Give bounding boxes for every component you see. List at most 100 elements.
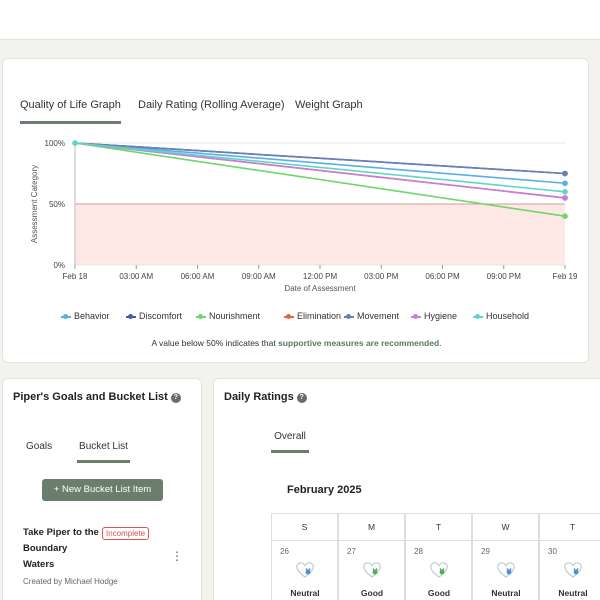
bucket-item-title[interactable]: Take Piper to the Boundary Waters — [23, 527, 99, 570]
tab-bucket-list[interactable]: Bucket List — [77, 441, 130, 463]
threshold-note: A value below 50% indicates that support… — [3, 338, 590, 348]
legend-item-movement[interactable]: Movement — [344, 311, 399, 321]
day-number: 26 — [280, 547, 289, 556]
legend-item-household[interactable]: Household — [473, 311, 529, 321]
goals-bucket-list-card: Piper's Goals and Bucket List? Goals Buc… — [2, 378, 202, 600]
bucket-item-creator: Created by Michael Hodge — [23, 577, 118, 586]
legend-label: Nourishment — [209, 311, 261, 321]
legend-swatch — [61, 313, 71, 319]
graph-tabs: Quality of Life Graph Daily Rating (Roll… — [3, 99, 403, 129]
calendar-day[interactable]: 29 Neutral — [472, 540, 539, 600]
day-number: 27 — [347, 547, 356, 556]
weekday-header: M — [338, 513, 405, 541]
x-tick-label: Feb 19 — [553, 272, 578, 281]
x-tick-label: 03:00 AM — [119, 272, 153, 281]
note-text: A value below 50% indicates that — [151, 338, 279, 348]
series-line-nourishment — [74, 142, 566, 217]
heart-paw-icon — [430, 562, 448, 583]
series-point-hygiene — [562, 195, 568, 201]
x-tick-label: 09:00 PM — [487, 272, 522, 281]
calendar-day[interactable]: 27 Good — [338, 540, 405, 600]
daily-ratings-title-text: Daily Ratings — [224, 391, 294, 403]
x-tick-label: 06:00 AM — [181, 272, 215, 281]
series-point-movement — [562, 170, 568, 177]
series-line-hygiene — [74, 142, 566, 199]
more-options-icon[interactable]: ⋮ — [171, 549, 183, 563]
heart-paw-icon — [564, 562, 582, 583]
rating-label: Good — [360, 588, 384, 598]
tab-daily-rating-rolling-average[interactable]: Daily Rating (Rolling Average) — [138, 99, 285, 111]
top-bar — [0, 0, 600, 40]
note-suffix: . — [439, 338, 442, 348]
x-tick-label: 03:00 PM — [364, 272, 399, 281]
calendar-day[interactable]: 28 Good — [405, 540, 472, 600]
day-number: 28 — [414, 547, 423, 556]
legend-item-elimination[interactable]: Elimination — [284, 311, 341, 321]
legend-swatch — [126, 313, 136, 319]
quality-of-life-chart: 0% 50% 100% Feb 18 03:00 AM 06:00 AM 09:00 AM 1… — [30, 139, 578, 293]
threshold-band — [75, 204, 565, 265]
calendar-month: February 2025 — [287, 484, 362, 496]
x-tick-label: 06:00 PM — [425, 272, 460, 281]
day-number: 30 — [548, 547, 557, 556]
legend-swatch — [411, 313, 421, 319]
legend-item-hygiene[interactable]: Hygiene — [411, 311, 457, 321]
note-emphasis: supportive measures are recommended — [278, 338, 440, 348]
goals-title: Piper's Goals and Bucket List? — [13, 391, 181, 403]
series-start-point — [72, 140, 78, 146]
weekday-header: W — [472, 513, 539, 541]
heart-paw-icon — [497, 562, 515, 583]
goals-title-text: Piper's Goals and Bucket List — [13, 391, 168, 403]
legend-label: Hygiene — [424, 311, 458, 321]
legend-item-discomfort[interactable]: Discomfort — [126, 311, 182, 321]
legend-label: Movement — [357, 311, 400, 321]
legend-swatch — [344, 313, 354, 319]
y-tick-label: 50% — [49, 200, 65, 209]
legend-label: Discomfort — [139, 311, 183, 321]
y-tick-label: 100% — [45, 139, 65, 148]
series-point-nourishment — [562, 213, 568, 219]
x-tick-label: 12:00 PM — [303, 272, 338, 281]
legend-item-nourishment[interactable]: Nourishment — [196, 311, 260, 321]
legend-label: Elimination — [297, 311, 342, 321]
series-line-behavior — [74, 142, 566, 185]
legend-label: Behavior — [74, 311, 110, 321]
tab-overall[interactable]: Overall — [271, 431, 309, 453]
tab-weight-graph[interactable]: Weight Graph — [295, 99, 363, 111]
rating-label: Neutral — [290, 588, 320, 598]
heart-paw-icon — [363, 562, 381, 583]
calendar-day[interactable]: 26 Neutral — [271, 540, 338, 600]
y-axis-label: Assessment Category — [30, 165, 39, 243]
rating-label: Neutral — [558, 588, 588, 598]
help-icon[interactable]: ? — [296, 393, 307, 403]
series-point-behavior — [562, 180, 568, 187]
legend-swatch — [284, 313, 294, 319]
calendar-day[interactable]: 30 Neutral — [539, 540, 600, 600]
new-bucket-list-item-button[interactable]: + New Bucket List Item — [42, 479, 163, 501]
status-badge: Incomplete — [102, 527, 150, 540]
help-icon[interactable]: ? — [170, 393, 181, 403]
legend-label: Household — [486, 311, 530, 321]
tab-quality-of-life-graph[interactable]: Quality of Life Graph — [20, 99, 121, 124]
x-tick-label: Feb 18 — [63, 272, 88, 281]
day-number: 29 — [481, 547, 490, 556]
rating-label: Neutral — [491, 588, 521, 598]
legend-swatch — [473, 313, 483, 319]
quality-of-life-card: Quality of Life Graph Daily Rating (Roll… — [2, 58, 589, 363]
heart-paw-icon — [296, 562, 314, 583]
legend-swatch — [196, 313, 206, 319]
weekday-header: S — [271, 513, 338, 541]
rating-label: Good — [427, 588, 451, 598]
tab-goals[interactable]: Goals — [26, 441, 53, 452]
daily-ratings-title: Daily Ratings? — [224, 391, 307, 403]
series-line-household — [74, 142, 566, 193]
weekday-header: T — [539, 513, 600, 541]
y-tick-label: 0% — [53, 261, 65, 270]
legend-item-behavior[interactable]: Behavior — [61, 311, 110, 321]
x-tick-label: 09:00 AM — [242, 272, 276, 281]
x-axis-label: Date of Assessment — [284, 284, 356, 293]
weekday-header: T — [405, 513, 472, 541]
series-point-household — [562, 189, 568, 195]
series-line-movement — [74, 142, 566, 175]
